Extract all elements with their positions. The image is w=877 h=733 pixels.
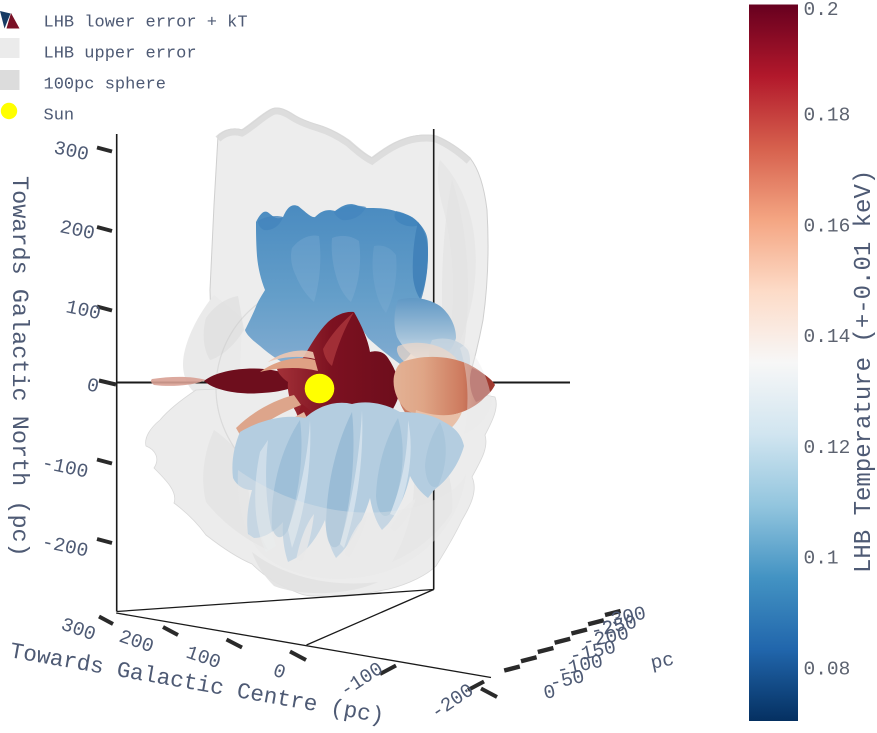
svg-text:LHB upper error: LHB upper error	[44, 45, 197, 64]
svg-text:100: 100	[64, 296, 103, 325]
svg-text:0: 0	[85, 374, 101, 398]
svg-text:0.16: 0.16	[804, 215, 851, 237]
svg-text:300: 300	[58, 614, 98, 646]
svg-text:0.2: 0.2	[804, 0, 839, 21]
svg-text:0: 0	[270, 660, 288, 685]
svg-text:0.18: 0.18	[804, 105, 851, 127]
svg-text:LHB lower error + kT: LHB lower error + kT	[44, 14, 248, 33]
svg-text:LHB Temperature (+-0.01 keV): LHB Temperature (+-0.01 keV)	[851, 170, 877, 573]
svg-text:0.08: 0.08	[804, 659, 851, 681]
svg-text:0.12: 0.12	[804, 437, 851, 459]
svg-text:0.14: 0.14	[804, 326, 851, 348]
svg-text:200: 200	[116, 626, 156, 658]
svg-text:200: 200	[58, 216, 97, 245]
svg-text:-100: -100	[336, 658, 387, 702]
svg-text:-100: -100	[40, 452, 90, 483]
svg-text:300: 300	[52, 137, 91, 166]
svg-text:-200: -200	[40, 531, 90, 562]
svg-text:0: 0	[542, 681, 558, 705]
svg-text:-200: -200	[427, 680, 478, 724]
svg-text:-300: -300	[598, 603, 648, 634]
svg-text:Towards Galactic North (pc): Towards Galactic North (pc)	[5, 176, 32, 557]
svg-text:100pc sphere: 100pc sphere	[44, 76, 166, 95]
svg-text:pc: pc	[649, 648, 676, 674]
svg-text:0.1: 0.1	[804, 548, 839, 570]
svg-text:Sun: Sun	[44, 107, 75, 126]
